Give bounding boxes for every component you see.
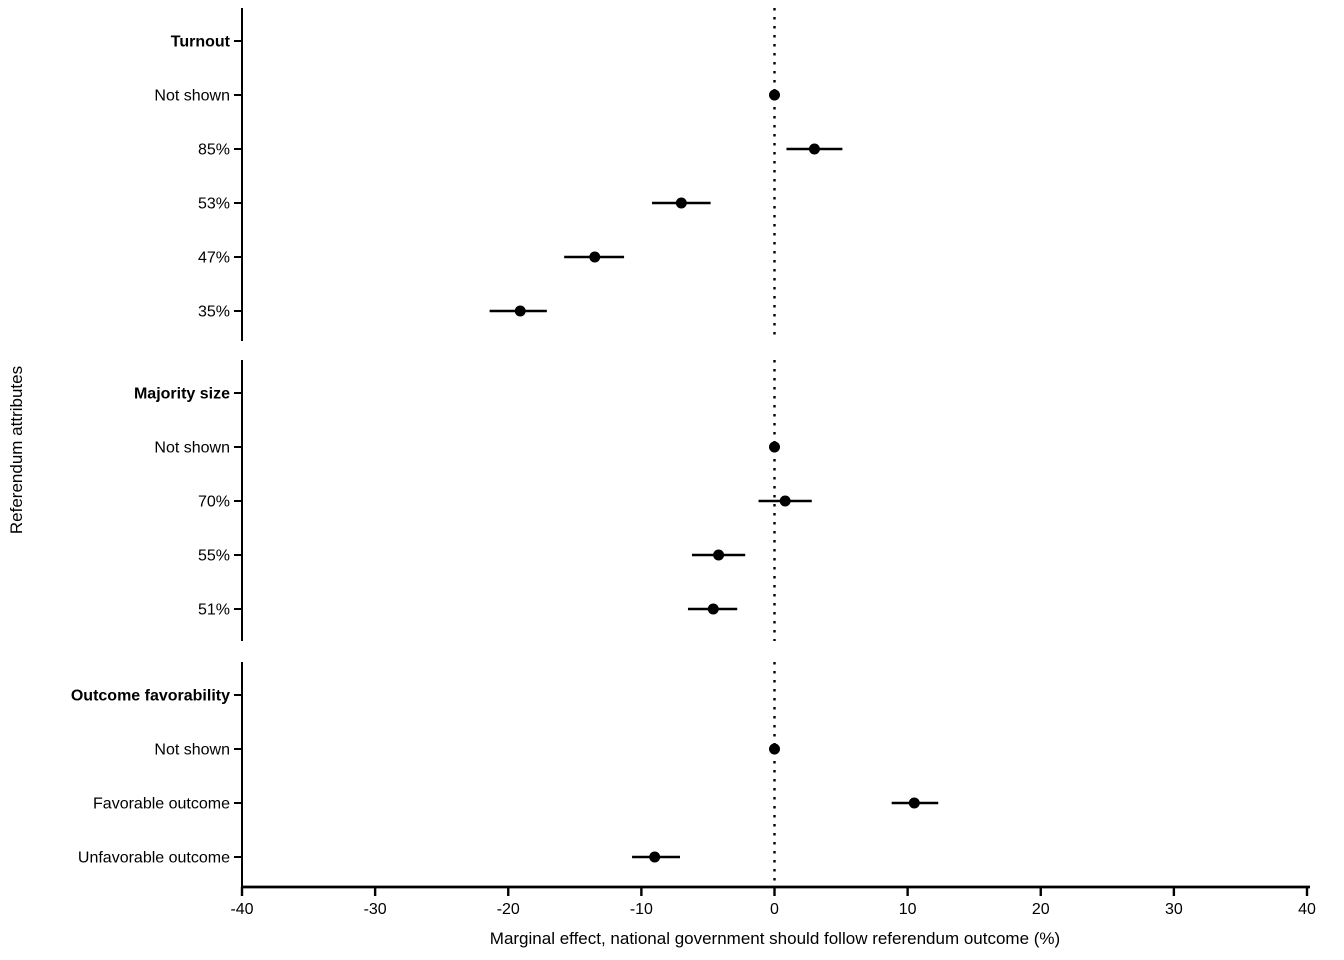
x-tick-label: 30 xyxy=(1165,901,1183,918)
x-tick-label: -40 xyxy=(230,901,253,918)
row-label: Not shown xyxy=(154,742,230,759)
x-tick-label: -10 xyxy=(630,901,653,918)
row-label: Not shown xyxy=(154,88,230,105)
point-marker xyxy=(649,851,661,863)
x-tick-label: 10 xyxy=(899,901,917,918)
row-label: Unfavorable outcome xyxy=(78,850,230,867)
row-label: 53% xyxy=(198,196,230,213)
x-tick-label: 40 xyxy=(1298,901,1316,918)
point-marker xyxy=(769,743,780,755)
point-marker xyxy=(808,143,820,155)
point-marker xyxy=(769,441,780,453)
group-header-label: Majority size xyxy=(134,386,230,403)
x-tick-label: 20 xyxy=(1032,901,1050,918)
point-marker xyxy=(779,495,791,507)
point-marker xyxy=(769,89,780,101)
x-tick-label: 0 xyxy=(770,901,779,918)
group-header-label: Turnout xyxy=(171,34,231,51)
point-marker xyxy=(713,549,725,561)
x-axis-title: Marginal effect, national government sho… xyxy=(489,929,1061,948)
row-label: Not shown xyxy=(154,440,230,457)
point-marker xyxy=(908,797,920,809)
x-tick-label: -20 xyxy=(497,901,520,918)
row-label: 55% xyxy=(198,548,230,565)
row-label: 47% xyxy=(198,250,230,267)
row-label: 70% xyxy=(198,494,230,511)
row-label: 51% xyxy=(198,602,230,619)
point-marker xyxy=(514,305,526,317)
row-label: 85% xyxy=(198,142,230,159)
point-marker xyxy=(675,197,687,209)
point-marker xyxy=(707,603,719,615)
x-tick-label: -30 xyxy=(364,901,387,918)
y-axis-title: Referendum attributes xyxy=(7,365,26,535)
row-label: 35% xyxy=(198,304,230,321)
point-marker xyxy=(589,251,601,263)
row-label: Favorable outcome xyxy=(93,796,230,813)
group-header-label: Outcome favorability xyxy=(71,688,230,705)
